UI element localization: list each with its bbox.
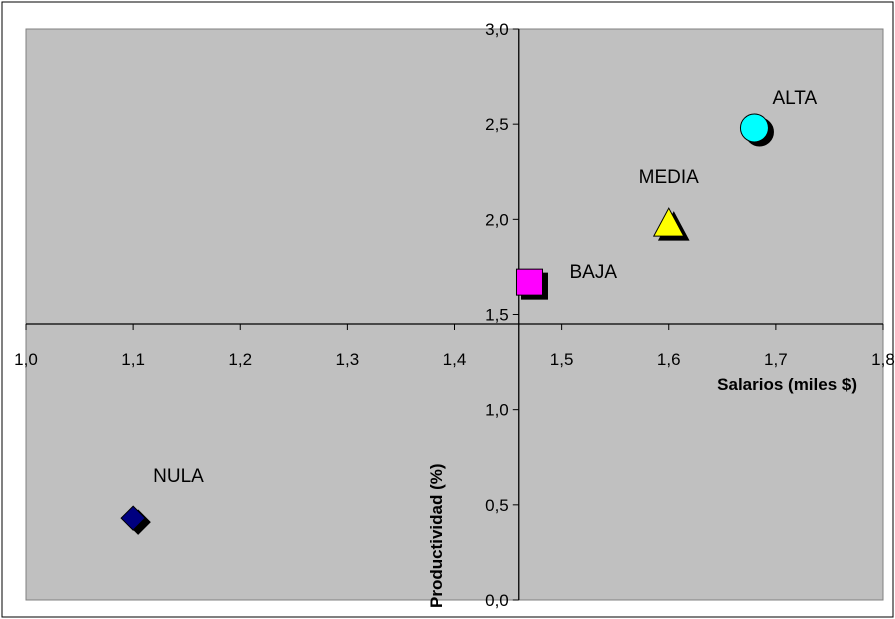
x-tick-label: 1,0 [14,350,38,369]
point-nula: NULA [120,466,204,535]
point-label: ALTA [772,88,817,109]
y-tick-label: 2,0 [485,210,509,229]
x-tick-label: 1,2 [228,350,252,369]
point-alta: ALTA [739,88,817,147]
y-tick-label: 3,0 [485,20,509,39]
marker-square [515,268,543,296]
y-tick-label: 1,5 [485,306,509,325]
y-tick-label: 1,0 [485,401,509,420]
x-axis-title: Salarios (miles $) [717,375,857,394]
y-axis-ticks: 0,0 0,5 1,0 1,5 2,0 2,5 3,0 [485,20,519,610]
plot-area [25,28,884,601]
y-tick-label: 0,5 [485,496,509,515]
point-media: MEDIA [639,167,700,241]
point-label: NULA [153,466,204,487]
marker-circle [739,113,769,143]
point-label: BAJA [569,262,617,283]
x-tick-label: 1,5 [550,350,574,369]
y-axis-title: Productividad (%) [427,463,446,608]
point-baja: BAJA [515,262,617,300]
x-tick-label: 1,1 [121,350,145,369]
y-tick-label: 2,5 [485,115,509,134]
x-tick-label: 1,6 [657,350,681,369]
marker-triangle [652,207,685,237]
marker-diamond [120,505,146,531]
point-label: MEDIA [639,167,700,188]
x-tick-label: 1,7 [764,350,788,369]
x-axis-ticks: 1,0 1,1 1,2 1,3 1,4 1,5 1,6 1,7 1,8 [14,324,895,369]
x-tick-label: 1,3 [336,350,360,369]
x-tick-label: 1,4 [443,350,467,369]
x-tick-label: 1,8 [871,350,895,369]
data-points: ALTA MEDIA BAJA NULA [120,88,817,535]
y-tick-label: 0,0 [485,591,509,610]
